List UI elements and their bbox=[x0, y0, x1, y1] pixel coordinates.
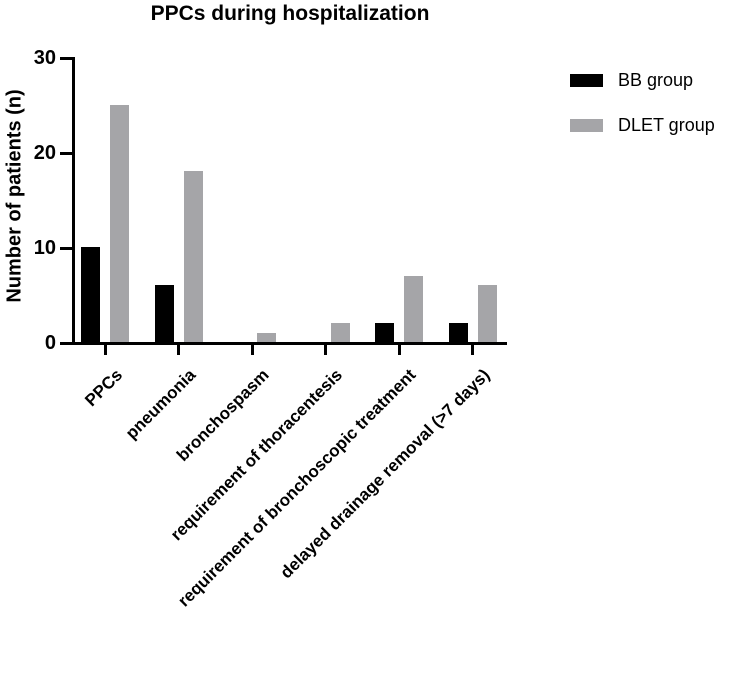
bar-dlet-group bbox=[110, 104, 129, 342]
y-axis-tick bbox=[60, 152, 73, 155]
bar-dlet-group bbox=[257, 332, 276, 342]
legend-item-bb-group: BB group bbox=[570, 70, 715, 91]
x-axis-tick bbox=[397, 345, 401, 355]
bar-bb-group bbox=[81, 247, 100, 342]
dlet-group-swatch-icon bbox=[570, 119, 603, 132]
x-axis-line bbox=[72, 342, 507, 345]
legend-label: BB group bbox=[618, 70, 694, 90]
x-axis-tick bbox=[471, 345, 474, 355]
y-axis-tick bbox=[60, 57, 73, 60]
bb-group-swatch-icon bbox=[570, 74, 603, 87]
bar-dlet-group bbox=[183, 171, 203, 342]
legend-item-dlet-group: DLET group bbox=[570, 115, 715, 136]
x-category-label-text: pneumonia bbox=[121, 365, 200, 443]
bar-bb-group bbox=[375, 323, 394, 342]
x-category-label-text: PPCs bbox=[80, 365, 126, 411]
bar-dlet-group bbox=[477, 285, 497, 342]
y-tick-label: 20 bbox=[33, 142, 56, 164]
x-axis-tick bbox=[250, 345, 254, 355]
x-axis-tick bbox=[103, 345, 107, 355]
bar-bb-group bbox=[154, 285, 174, 342]
legend-label: DLET group bbox=[618, 115, 715, 135]
chart-title: PPCs during hospitalization bbox=[150, 2, 430, 25]
y-axis-tick bbox=[60, 247, 73, 250]
bar-dlet-group bbox=[404, 275, 423, 342]
y-tick-label: 10 bbox=[33, 237, 56, 259]
y-tick-label: 30 bbox=[33, 47, 56, 69]
x-axis-tick bbox=[177, 345, 180, 355]
bar-bb-group bbox=[448, 323, 468, 342]
legend: BB group DLET group bbox=[570, 70, 715, 160]
y-axis-line bbox=[72, 57, 75, 345]
x-axis-tick bbox=[324, 345, 327, 355]
y-axis-tick bbox=[60, 342, 73, 345]
bar-dlet-group bbox=[330, 323, 350, 342]
y-tick-label: 0 bbox=[44, 332, 56, 354]
